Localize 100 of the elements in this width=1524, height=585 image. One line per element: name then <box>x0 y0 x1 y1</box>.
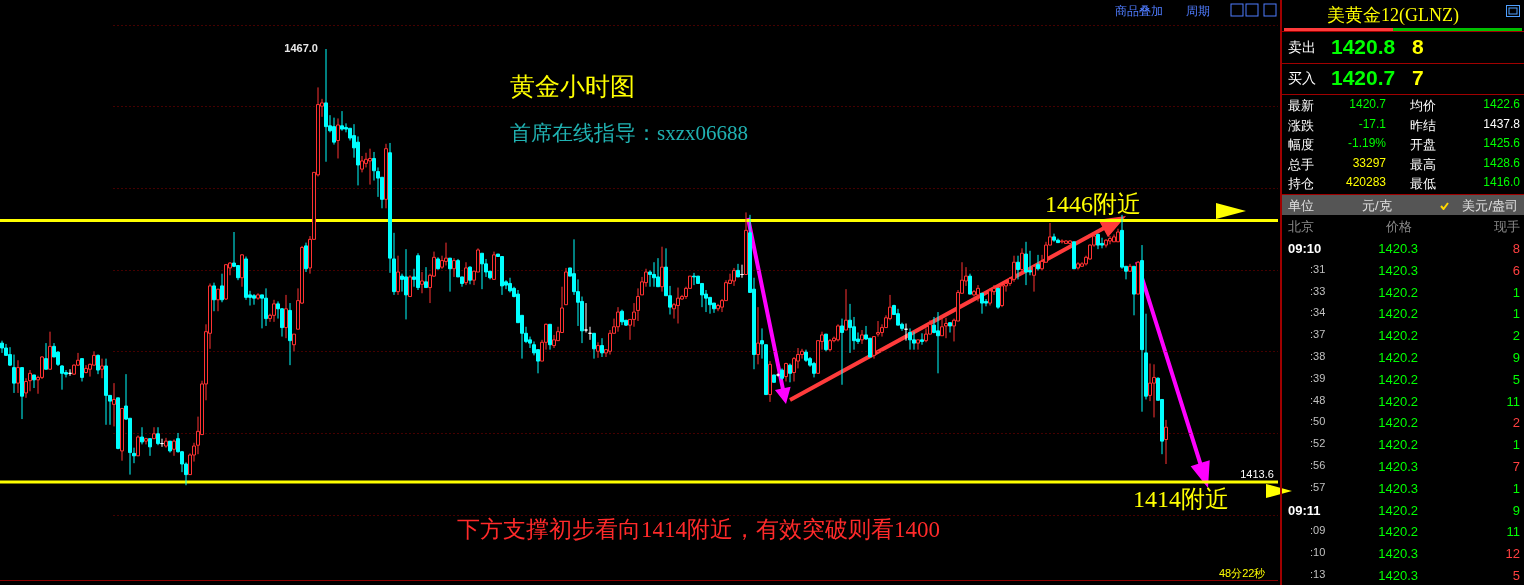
candlestick <box>1100 237 1104 249</box>
text: 1420.2 <box>1378 306 1418 322</box>
candlestick <box>448 257 452 293</box>
text: 9 <box>1512 502 1520 518</box>
candlestick <box>600 337 604 358</box>
text: 周期 <box>1186 3 1210 20</box>
text: :33 <box>1310 284 1326 297</box>
text: 最高 <box>1410 155 1436 174</box>
candlestick <box>1000 284 1004 308</box>
text: 09:11 <box>1288 502 1321 518</box>
candlestick <box>844 288 848 331</box>
text: 33297 <box>1352 155 1386 170</box>
candlestick <box>968 273 972 295</box>
text: 1 <box>1512 480 1520 496</box>
candlestick <box>1016 255 1020 280</box>
text: 1420.3 <box>1378 459 1418 474</box>
text: :09 <box>1310 524 1326 537</box>
text: 1420.7 <box>1331 66 1396 90</box>
text: 价格 <box>1386 218 1412 236</box>
text: 涨跌 <box>1288 116 1314 135</box>
text: 11 <box>1506 524 1520 540</box>
candlestick <box>692 272 696 286</box>
candlestick <box>408 274 412 298</box>
text: :38 <box>1310 350 1326 362</box>
candlestick <box>148 438 152 457</box>
text: 持仓 <box>1288 175 1314 193</box>
candlestick <box>592 332 596 360</box>
text: 元/克 <box>1362 197 1392 215</box>
candlestick <box>152 426 156 440</box>
candlestick <box>948 322 952 333</box>
candlestick <box>920 332 924 346</box>
text: 5 <box>1512 371 1520 387</box>
candlestick <box>1012 255 1016 283</box>
text: 1420.3 <box>1378 546 1418 562</box>
candlestick <box>860 329 864 345</box>
text: 均价 <box>1410 97 1436 115</box>
text: 1420.2 <box>1378 328 1418 344</box>
text: 1420.2 <box>1378 437 1418 453</box>
text: 幅度 <box>1288 136 1314 154</box>
text: 8 <box>1512 241 1520 256</box>
text: 开盘 <box>1410 136 1436 154</box>
text: :50 <box>1310 415 1326 428</box>
text: 1420.3 <box>1378 262 1418 278</box>
candlestick <box>136 434 140 457</box>
candlestick <box>912 331 916 351</box>
candlestick <box>480 252 484 290</box>
text: 2 <box>1512 328 1520 344</box>
text: :52 <box>1310 437 1326 450</box>
candlestick <box>1024 241 1028 286</box>
text: 美元/盎司 <box>1462 197 1518 215</box>
candlestick <box>1060 238 1064 244</box>
candlestick <box>944 317 948 339</box>
text: 1420.2 <box>1378 371 1418 387</box>
candlestick <box>216 288 220 312</box>
candlestick <box>252 293 256 306</box>
candlestick <box>80 358 84 382</box>
annotation: 商品叠加 <box>1115 3 1163 20</box>
text: 买入 <box>1288 70 1316 88</box>
text: 1420.7 <box>1349 97 1386 111</box>
text: :39 <box>1310 371 1326 384</box>
candlestick <box>1152 363 1156 418</box>
text: 1 <box>1512 284 1520 300</box>
candlestick <box>868 337 872 358</box>
text: :37 <box>1310 328 1326 341</box>
text: 现手 <box>1494 218 1520 236</box>
candlestick <box>464 261 468 286</box>
candlestick <box>756 306 760 365</box>
ref-line-label: 1446附近 <box>1045 190 1141 217</box>
text: 1420.2 <box>1378 524 1418 540</box>
candlestick <box>240 253 244 288</box>
text: 1428.6 <box>1483 155 1520 170</box>
text: 1420.3 <box>1378 480 1418 496</box>
candlestick <box>452 257 456 278</box>
text: 1420.2 <box>1378 284 1418 300</box>
text: 1 <box>1512 437 1520 453</box>
text: 7 <box>1512 459 1520 474</box>
text: 5 <box>1512 568 1520 583</box>
text: 最低 <box>1410 175 1436 193</box>
text: 11 <box>1506 393 1520 409</box>
candlestick <box>304 242 308 273</box>
candlestick <box>908 327 912 351</box>
text: 北京 <box>1288 218 1314 236</box>
text: 420283 <box>1345 175 1386 189</box>
text: :56 <box>1310 459 1326 471</box>
text: 1420.2 <box>1378 393 1418 409</box>
text: 09:10 <box>1288 241 1322 256</box>
candlestick <box>652 261 656 288</box>
text: 1422.6 <box>1483 97 1520 111</box>
text: 1416.0 <box>1483 175 1520 189</box>
annotation: 下方支撑初步看向1414附近，有效突破则看1400 <box>457 516 940 544</box>
candlestick <box>616 306 620 333</box>
candlestick <box>44 342 48 370</box>
candlestick <box>48 331 52 370</box>
text: :31 <box>1310 262 1326 275</box>
candlestick <box>996 287 1000 310</box>
candlestick <box>16 359 20 394</box>
text: 总手 <box>1288 155 1314 174</box>
candlestick <box>1036 254 1040 271</box>
candlestick <box>840 318 844 386</box>
candlestick <box>140 426 144 445</box>
